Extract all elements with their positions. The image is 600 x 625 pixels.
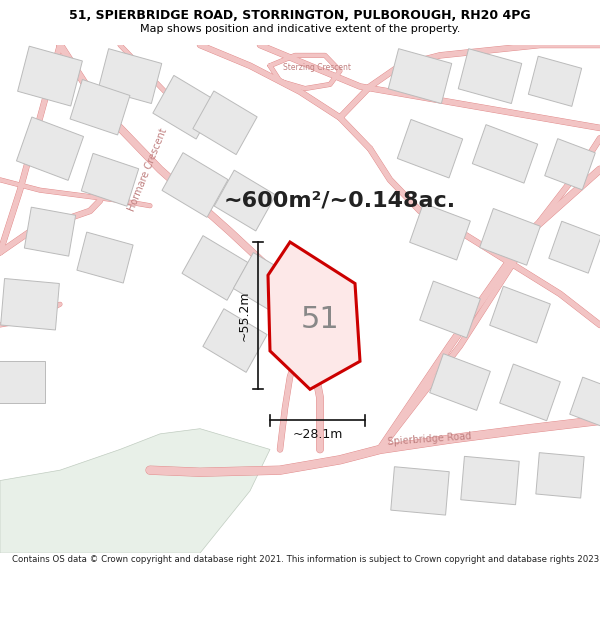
Polygon shape [479,209,541,265]
Polygon shape [77,232,133,283]
Polygon shape [397,119,463,178]
Polygon shape [1,279,59,330]
Text: 51: 51 [301,305,340,334]
Polygon shape [16,117,83,181]
Text: Contains OS data © Crown copyright and database right 2021. This information is : Contains OS data © Crown copyright and d… [12,555,600,564]
Polygon shape [545,139,595,190]
Polygon shape [536,452,584,498]
Polygon shape [162,152,228,218]
Text: ~28.1m: ~28.1m [292,428,343,441]
Polygon shape [0,429,270,553]
Polygon shape [214,170,276,231]
Text: Spierbridge Road: Spierbridge Road [388,431,472,447]
Polygon shape [458,49,522,104]
Polygon shape [233,253,296,314]
Polygon shape [388,49,452,104]
Polygon shape [203,309,267,372]
Polygon shape [419,281,481,338]
Polygon shape [0,361,45,403]
Polygon shape [570,377,600,428]
Polygon shape [472,124,538,183]
Polygon shape [25,207,76,256]
Polygon shape [82,153,139,206]
Polygon shape [549,221,600,273]
Text: ~55.2m: ~55.2m [238,291,251,341]
Text: Map shows position and indicative extent of the property.: Map shows position and indicative extent… [140,24,460,34]
Polygon shape [153,76,217,139]
Polygon shape [529,56,581,106]
Polygon shape [490,286,550,343]
Polygon shape [193,91,257,154]
Polygon shape [430,354,490,411]
Polygon shape [98,49,162,104]
Polygon shape [500,364,560,421]
Polygon shape [182,236,248,300]
Polygon shape [17,46,82,106]
Text: 51, SPIERBRIDGE ROAD, STORRINGTON, PULBOROUGH, RH20 4PG: 51, SPIERBRIDGE ROAD, STORRINGTON, PULBO… [69,9,531,22]
Polygon shape [391,467,449,515]
Polygon shape [461,456,519,505]
Polygon shape [70,79,130,135]
Text: Sterzing Crescent: Sterzing Crescent [283,63,351,72]
Polygon shape [268,242,360,389]
Text: Hormare Crescent: Hormare Crescent [127,126,169,213]
Polygon shape [410,203,470,260]
Text: ~600m²/~0.148ac.: ~600m²/~0.148ac. [224,191,456,211]
